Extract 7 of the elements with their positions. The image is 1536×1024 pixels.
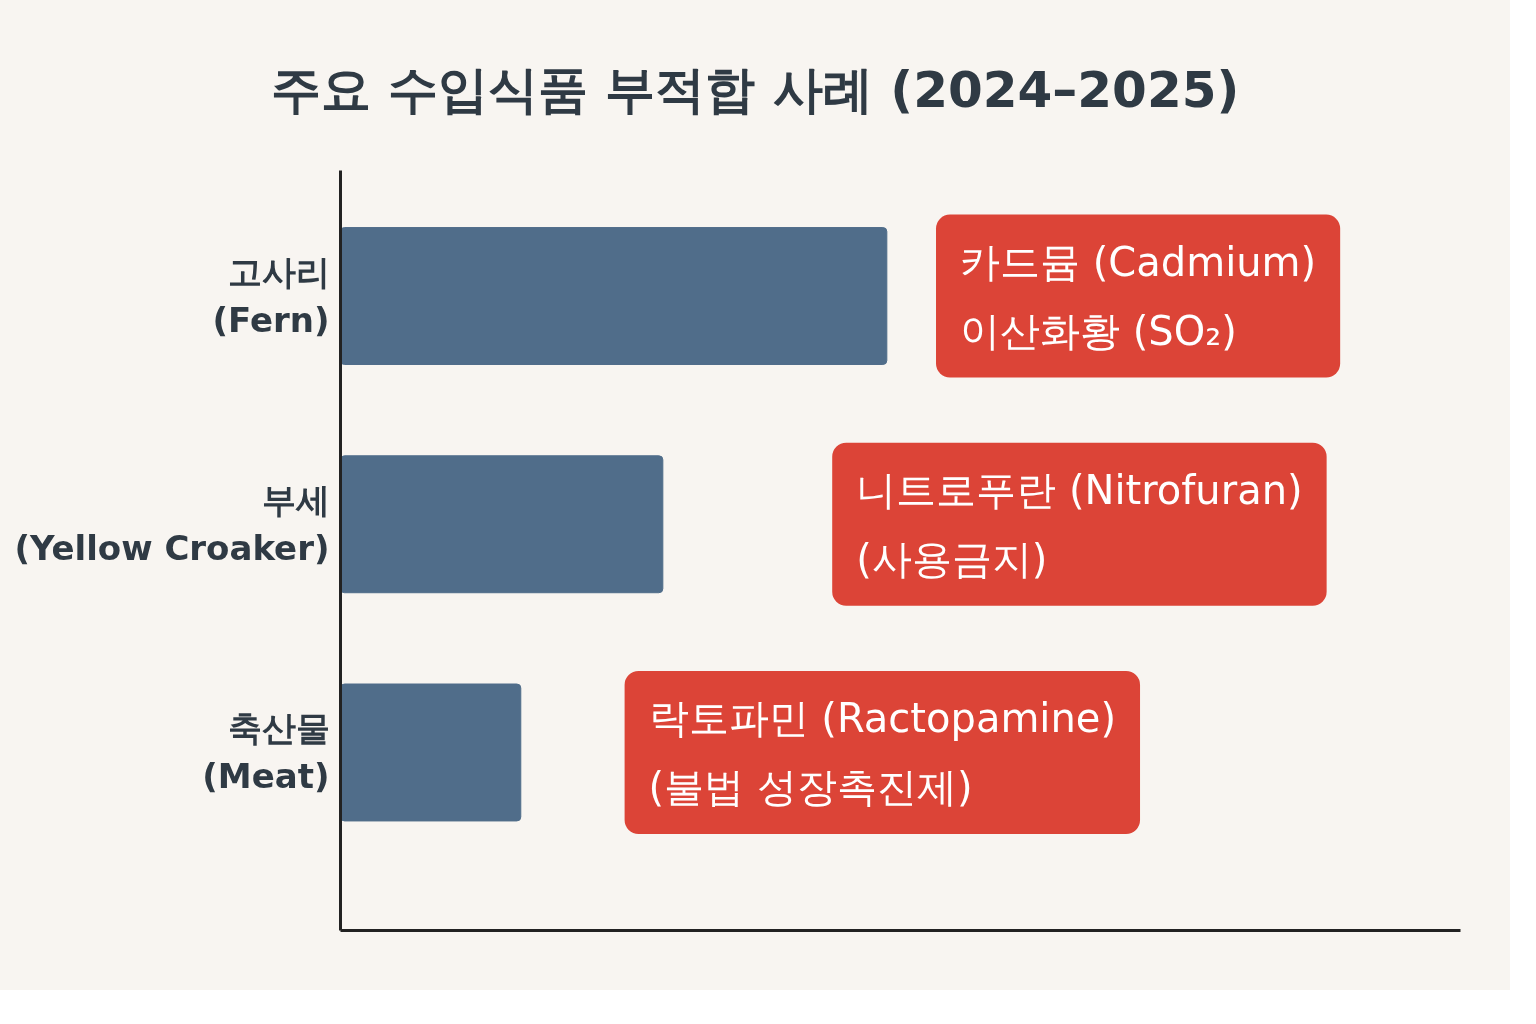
text: 카드뮴 (Cadmium) 이산화황 (SO₂)	[960, 238, 1317, 354]
chart-title: 주요 수입식품 부적합 사례 (2024–2025)	[270, 60, 1240, 121]
y-tick-label: 축산물 (Meat)	[202, 708, 330, 797]
annotation: 니트로푸란 (Nitrofuran) (사용금지)	[856, 466, 1303, 582]
y-tick-label: 부세 (Yellow Croaker)	[14, 480, 330, 569]
annotation: 락토파민 (Ractopamine) (불법 성장촉진제)	[648, 694, 1117, 810]
y-tick-label: 고사리 (Fern)	[212, 252, 330, 341]
